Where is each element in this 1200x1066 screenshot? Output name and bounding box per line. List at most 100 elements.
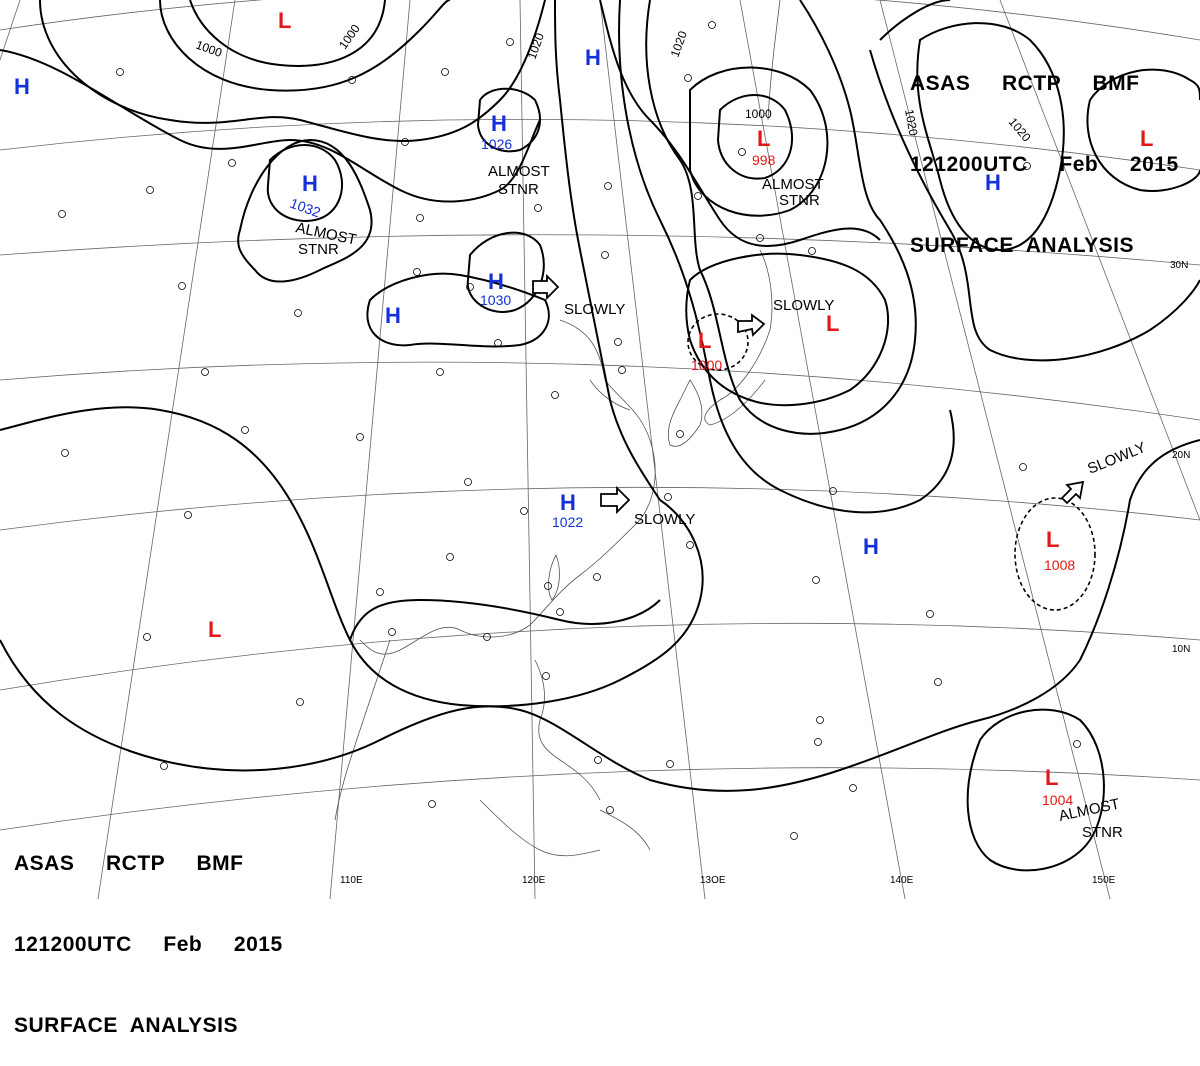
isobar [349,598,661,641]
station-marker [388,628,396,636]
station-marker [116,68,124,76]
weather-map: 110E 120E 13OE 140E 150E 30N 20N 10N [0,0,1200,899]
isobar [1089,68,1200,101]
isobar [366,272,550,348]
station-marker [738,148,746,156]
station-marker [201,368,209,376]
station-marker [606,806,614,814]
isobar-label: 1020 [902,108,920,137]
isobar [879,0,951,41]
dashed-isobar [687,313,749,371]
lon-label: 110E [340,875,363,886]
station-marker [808,247,816,255]
movement-label: SLOWLY [634,511,695,528]
station-marker [812,576,820,584]
isobar [685,252,890,407]
station-plots [58,21,1081,840]
station-marker [551,391,559,399]
coastline-mindanao [599,809,651,851]
lat-label: 30N [1170,260,1188,271]
station-marker [676,430,684,438]
station-marker [542,672,550,680]
isobar [554,0,661,501]
dashed-isobars [687,313,1096,611]
lon-label: 120E [522,875,546,886]
isobar [599,0,881,247]
coastlines [334,0,781,857]
movement-label: ALMOST [762,176,824,193]
coastline-sakhalin [767,0,781,121]
isobar [476,87,541,153]
isobar [0,439,1200,792]
low-center-letter: L [1045,765,1058,790]
station-marker [143,633,151,641]
high-center-letter: H [560,490,576,515]
isobar [0,406,704,708]
parallel [0,622,1200,691]
dashed-isobar [1014,497,1096,611]
movement-label: STNR [298,241,339,258]
isobar [237,138,373,283]
lon-label: 150E [1092,875,1116,886]
station-marker [464,478,472,486]
low-center-value: 1004 [1042,792,1073,808]
high-center-value: 1022 [552,514,583,530]
station-marker [534,204,542,212]
station-marker [428,800,436,808]
movement-label: SLOWLY [564,301,625,318]
isobar [0,49,541,203]
station-marker [1073,740,1081,748]
low-center-letter: L [698,328,711,353]
isobar [159,0,451,92]
station-marker [494,339,502,347]
lon-label: 13OE [700,875,726,886]
meridian [999,0,1200,521]
footer-line: SURFACE ANALYSIS [14,1014,238,1037]
station-marker [593,573,601,581]
meridian [329,0,411,899]
movement-arrows [532,273,1085,515]
meridian [739,0,906,899]
movement-arrow [1060,480,1085,505]
high-center-letter: H [863,534,879,559]
high-center-value: 1026 [481,136,512,152]
station-marker [708,21,716,29]
movement-arrow [532,273,560,301]
station-marker [401,138,409,146]
high-center-letter: H [385,303,401,328]
movement-label: STNR [779,192,820,209]
isobar [618,0,955,514]
low-center-value: 998 [752,152,776,168]
station-marker [934,678,942,686]
isobar [916,22,1065,252]
isobar [1086,99,1200,192]
isobar [645,0,917,435]
isobar [716,94,794,180]
low-center-letter: L [826,311,839,336]
movement-label: STNR [1082,824,1123,841]
high-center-letter: H [585,45,601,70]
station-marker [160,762,168,770]
station-marker [416,214,424,222]
station-marker [684,74,692,82]
high-center-letter: H [302,171,318,196]
low-center-value: 1008 [1044,557,1075,573]
high-center-letter: H [488,269,504,294]
isobar [966,708,1105,872]
movement-label: SLOWLY [773,297,834,314]
isobar [869,49,1200,362]
station-marker [413,268,421,276]
station-marker [228,159,236,167]
isobar [689,66,829,217]
coastline-china [359,319,656,655]
grid-labels: 110E 120E 13OE 140E 150E 30N 20N 10N [340,260,1190,886]
isobar [189,0,386,67]
movement-label: STNR [498,181,539,198]
isobar-label: 1000 [745,107,772,121]
high-center-letter: H [491,111,507,136]
station-marker [446,553,454,561]
station-marker [483,633,491,641]
meridian [879,0,1111,899]
station-marker [506,38,514,46]
low-center-value: 1000 [691,357,722,373]
